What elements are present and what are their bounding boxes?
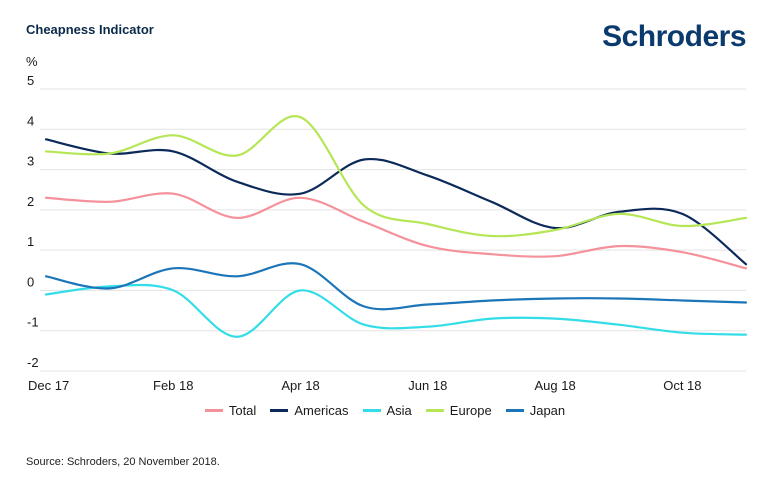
y-tick-labels: 5 4 3 2 1 0 -1 -2 xyxy=(27,73,39,370)
legend-swatch xyxy=(204,409,223,412)
legend-item-asia: Asia xyxy=(362,403,412,418)
source-note: Source: Schroders, 20 November 2018. xyxy=(26,456,220,468)
x-tick-label: Jun 18 xyxy=(408,378,447,393)
y-tick-label: -1 xyxy=(27,315,39,330)
y-tick-label: 3 xyxy=(27,154,34,169)
legend-item-europe: Europe xyxy=(425,403,492,418)
legend-swatch xyxy=(362,409,381,412)
legend-swatch xyxy=(425,409,444,412)
legend-item-japan: Japan xyxy=(505,403,566,418)
y-tick-label: -2 xyxy=(27,355,39,370)
y-tick-label: 0 xyxy=(27,274,34,289)
series-lines xyxy=(44,115,748,338)
x-tick-label: Apr 18 xyxy=(281,378,319,393)
series-line-asia xyxy=(44,283,748,338)
legend-label: Americas xyxy=(294,403,349,418)
y-tick-label: 4 xyxy=(27,113,34,128)
series-line-total xyxy=(44,192,748,270)
legend-item-total: Total xyxy=(204,403,257,418)
grid-lines xyxy=(40,88,746,372)
y-axis-unit: % xyxy=(26,54,38,69)
chart-title: Cheapness Indicator xyxy=(26,22,154,37)
legend-swatch xyxy=(270,409,289,412)
x-tick-labels: Dec 17 Feb 18 Apr 18 Jun 18 Aug 18 Oct 18 xyxy=(28,378,702,393)
y-tick-label: 2 xyxy=(27,194,34,209)
x-tick-label: Aug 18 xyxy=(534,378,575,393)
line-chart: 5 4 3 2 1 0 -1 -2 Dec 17 Feb 18 Apr 18 Jun 18 Aug 1… xyxy=(27,73,748,393)
series-line-europe xyxy=(44,115,748,238)
legend-item-americas: Americas xyxy=(270,403,349,418)
legend-label: Japan xyxy=(529,403,566,418)
legend-label: Europe xyxy=(449,403,492,418)
y-tick-label: 5 xyxy=(27,73,34,88)
series-line-americas xyxy=(44,138,748,266)
brand-logo: Schroders xyxy=(602,20,746,53)
x-tick-label: Feb 18 xyxy=(153,378,193,393)
legend: Total Americas Asia Europe Japan xyxy=(0,403,770,418)
y-tick-label: 1 xyxy=(27,234,34,249)
series-line-japan xyxy=(44,262,748,311)
legend-label: Asia xyxy=(386,403,412,418)
x-tick-label: Dec 17 xyxy=(28,378,69,393)
legend-swatch xyxy=(505,409,524,412)
legend-label: Total xyxy=(228,403,257,418)
x-tick-label: Oct 18 xyxy=(663,378,701,393)
